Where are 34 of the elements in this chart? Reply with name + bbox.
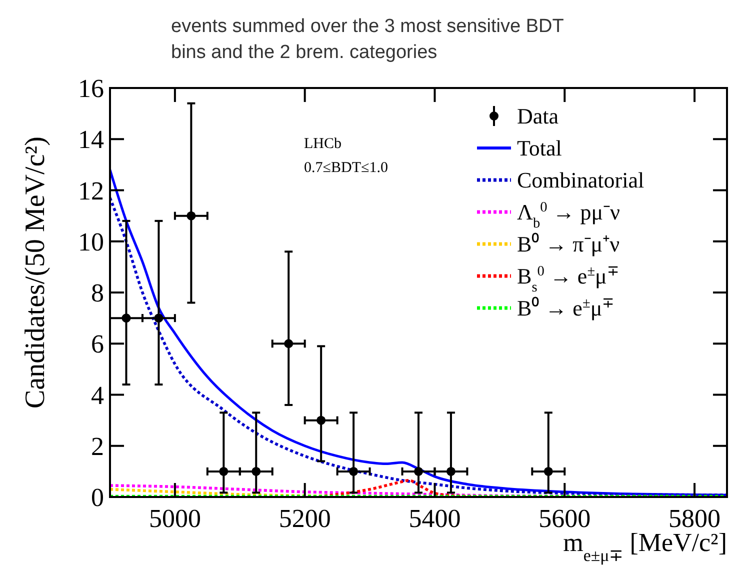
y-tick-label: 14 — [78, 125, 104, 154]
legend-label: Data — [517, 104, 559, 129]
point — [316, 416, 326, 425]
point — [284, 339, 294, 348]
y-tick-label: 2 — [91, 432, 104, 461]
y-tick-label: 8 — [91, 278, 104, 308]
annotation: 0.7≤BDT≤1.0 — [304, 160, 388, 176]
point — [544, 466, 553, 476]
legend-label: Combinatorial — [517, 168, 644, 193]
chart-title: events summed over the 3 most sensitive BDT bins and the 2 brem. categories — [171, 16, 564, 63]
x-tick-label: 5400 — [408, 504, 461, 533]
legend-label: B$_{s}$$^{0}$ → e$^{±}$μ$^{∓}$ — [517, 264, 619, 296]
legend-label: Total — [517, 136, 562, 161]
point — [122, 314, 131, 323]
point — [414, 466, 423, 476]
point — [446, 466, 456, 476]
y-tick-label: 10 — [78, 227, 104, 256]
y-axis-title: Candidates/(50 MeV/c²) — [20, 136, 51, 408]
x-tick-label: 5000 — [148, 504, 201, 533]
legend-label: B⁰ → e$^{±}$μ$^{∓}$ — [517, 296, 614, 321]
y-tick-label: 16 — [78, 74, 104, 104]
point — [219, 466, 228, 476]
x-tick-label: 5200 — [278, 504, 331, 533]
point — [252, 466, 261, 476]
y-tick-label: 0 — [91, 483, 104, 512]
y-tick-label: 12 — [78, 176, 104, 206]
legend-label: Λ$_{b}$$^{0}$ → pμ⁻ν — [517, 200, 620, 232]
legend-label: B⁰ → π⁻μ⁺ν — [517, 232, 620, 257]
point — [154, 314, 164, 323]
point — [186, 211, 196, 220]
annotation: LHCb — [304, 136, 342, 152]
y-tick-label: 4 — [91, 380, 104, 410]
y-tick-label: 6 — [91, 330, 104, 359]
point — [349, 466, 358, 476]
